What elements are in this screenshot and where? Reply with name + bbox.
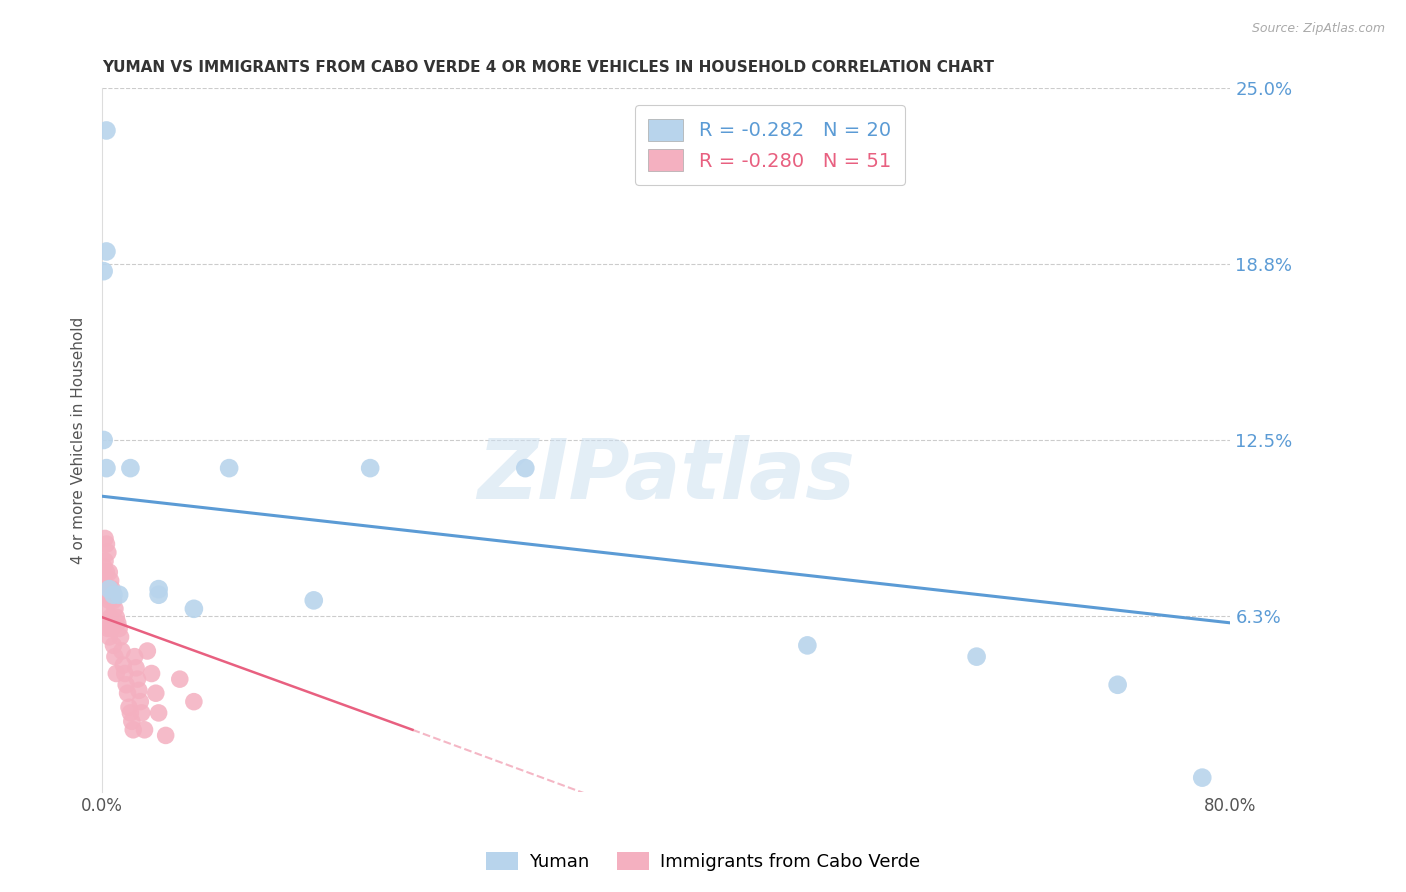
Legend: R = -0.282   N = 20, R = -0.280   N = 51: R = -0.282 N = 20, R = -0.280 N = 51 [634,105,905,185]
Point [108,588,131,602]
Point [96,123,118,137]
Point [93,264,115,278]
Point [103,588,125,602]
Point [183,695,205,709]
Point [145,686,167,700]
Point [98,582,121,596]
Point [129,695,152,709]
Text: YUMAN VS IMMIGRANTS FROM CABO VERDE 4 OR MORE VEHICLES IN HOUSEHOLD CORRELATION : YUMAN VS IMMIGRANTS FROM CABO VERDE 4 OR… [103,60,994,75]
Point [94,588,117,602]
Point [110,630,132,644]
Point [136,644,159,658]
Point [117,686,139,700]
Point [141,666,163,681]
Point [97,622,120,636]
Point [100,610,122,624]
Point [124,649,146,664]
Point [218,461,240,475]
Point [96,461,118,475]
Point [125,661,148,675]
Point [302,593,325,607]
Point [97,545,120,559]
Point [96,244,118,259]
Text: ZIPatlas: ZIPatlas [478,434,855,516]
Point [98,566,121,580]
Point [169,672,191,686]
Point [94,554,117,568]
Point [101,622,124,636]
Point [103,593,125,607]
Point [1107,678,1129,692]
Point [105,610,128,624]
Point [104,649,127,664]
Point [96,566,118,580]
Point [796,639,818,653]
Point [93,574,115,588]
Point [121,714,143,729]
Point [515,461,537,475]
Point [118,700,141,714]
Point [96,615,118,630]
Point [148,582,170,596]
Legend: Yuman, Immigrants from Cabo Verde: Yuman, Immigrants from Cabo Verde [478,845,928,879]
Point [359,461,381,475]
Point [120,461,142,475]
Point [148,706,170,720]
Point [122,723,145,737]
Point [134,723,156,737]
Point [111,644,134,658]
Point [105,666,128,681]
Point [128,683,150,698]
Point [115,678,138,692]
Point [93,559,115,574]
Text: Source: ZipAtlas.com: Source: ZipAtlas.com [1251,22,1385,36]
Point [103,639,125,653]
Point [98,630,121,644]
Point [108,622,131,636]
Point [94,532,117,546]
Point [148,588,170,602]
Point [93,433,115,447]
Point [114,666,136,681]
Point [93,602,115,616]
Point [107,615,129,630]
Point [112,658,135,673]
Point [127,672,149,686]
Point [96,537,118,551]
Y-axis label: 4 or more Vehicles in Household: 4 or more Vehicles in Household [72,317,86,564]
Point [966,649,988,664]
Point [101,582,124,596]
Point [1191,771,1213,785]
Point [100,574,122,588]
Point [97,582,120,596]
Point [131,706,153,720]
Point [120,706,142,720]
Point [104,602,127,616]
Point [98,593,121,607]
Point [183,602,205,616]
Point [155,728,177,742]
